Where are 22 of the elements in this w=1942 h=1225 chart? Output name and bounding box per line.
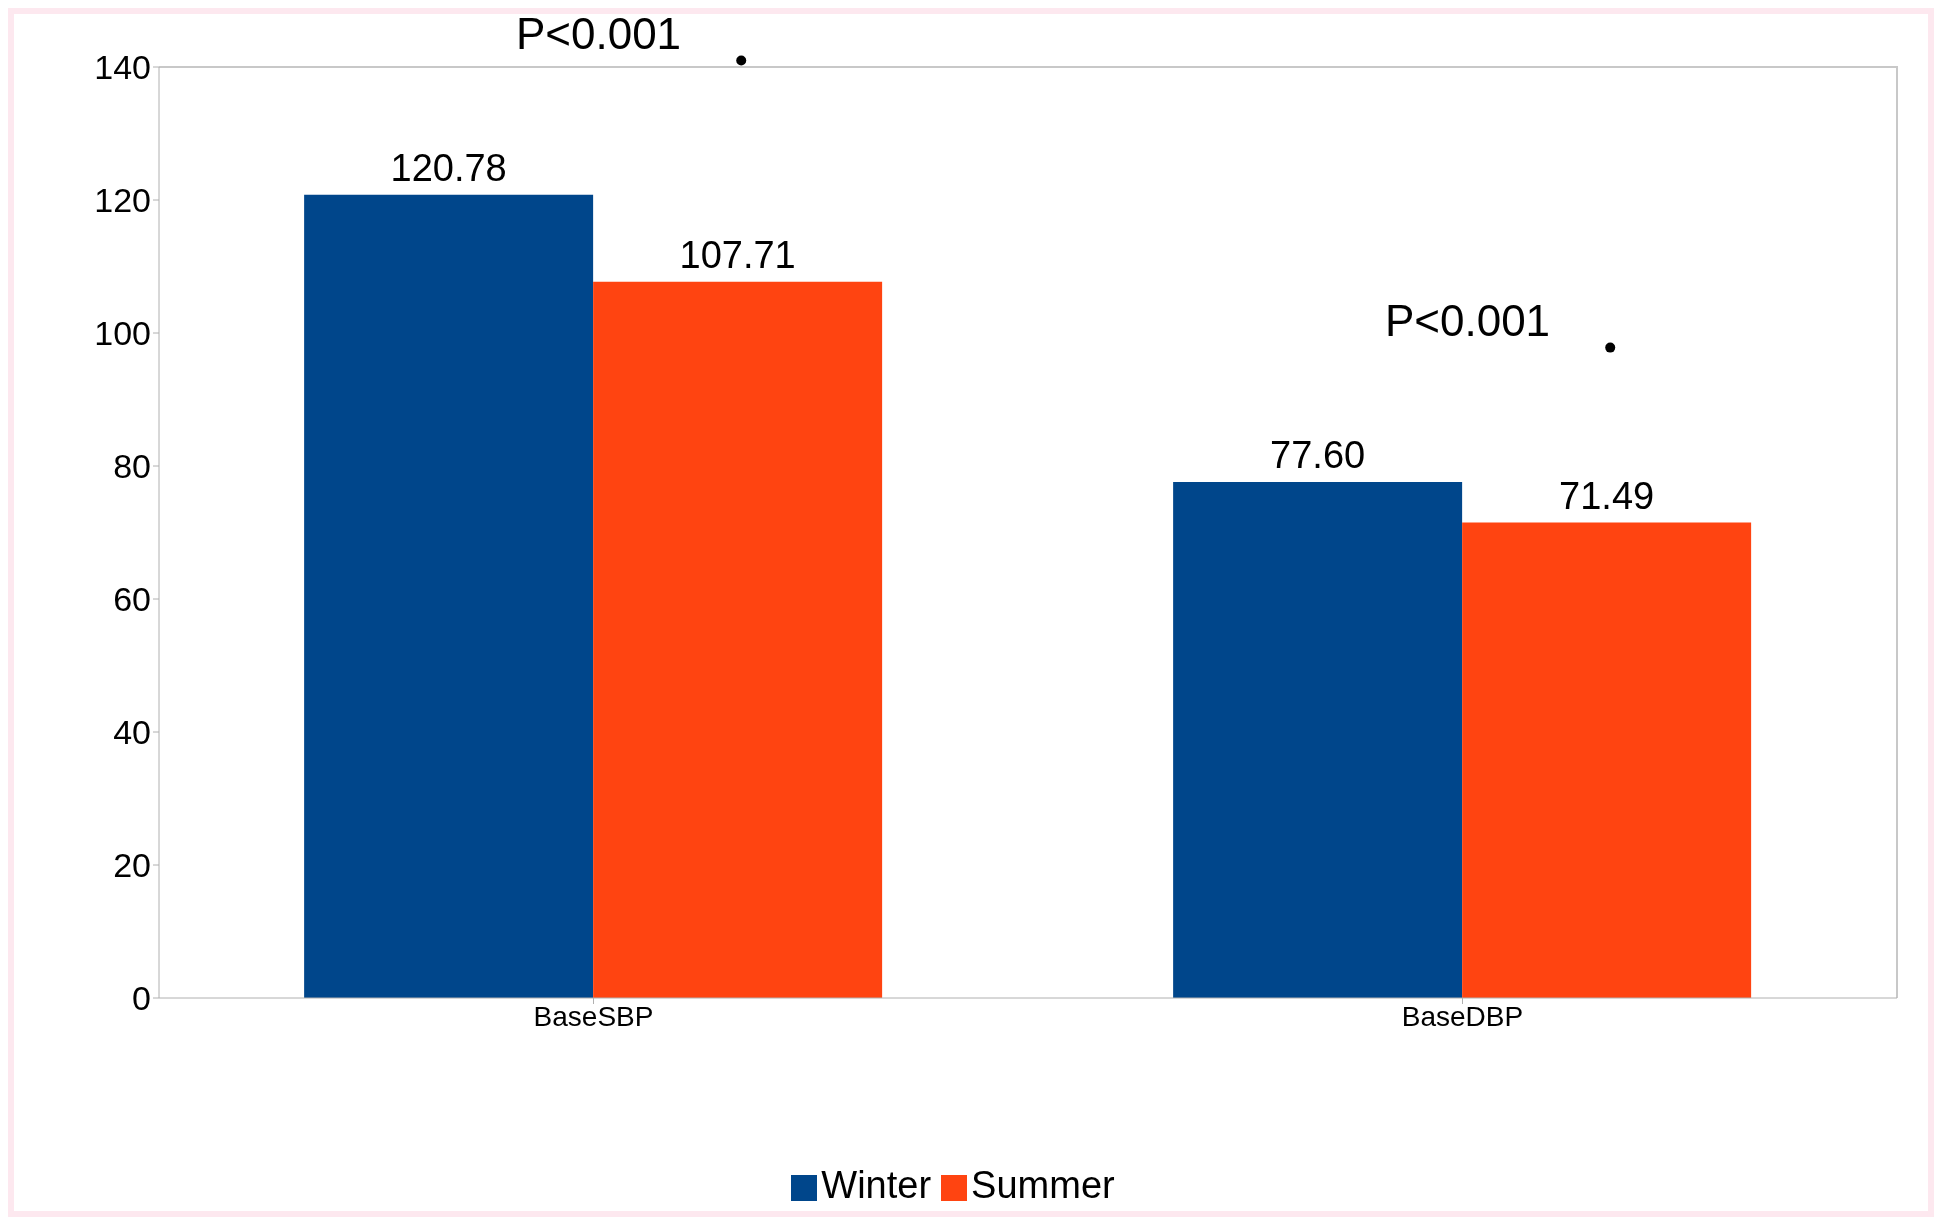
- y-tick-label: 40: [113, 713, 151, 752]
- text: 77.60: [1270, 433, 1366, 476]
- text: P<0.001: [515, 8, 682, 58]
- bar: [593, 281, 883, 998]
- y-tick-label: 80: [113, 447, 151, 486]
- x-tick-label: BaseSBP: [533, 1000, 654, 1032]
- legend-label: Summer: [971, 1164, 1115, 1206]
- text: 107.71: [679, 233, 796, 276]
- bar: [304, 194, 594, 998]
- x-tick-label: BaseDBP: [1401, 1000, 1524, 1032]
- legend-label: Winter: [821, 1164, 932, 1206]
- y-tick-label: 100: [94, 314, 151, 353]
- y-tick-label: 120: [94, 181, 151, 220]
- y-tick-label: 0: [132, 979, 151, 1018]
- y-tick-label: 140: [94, 48, 151, 87]
- bar: [1173, 481, 1463, 998]
- bar: [1462, 522, 1752, 998]
- y-tick-label: 60: [113, 580, 151, 619]
- text: 71.49: [1559, 474, 1655, 517]
- annotation: P<0.001: [1384, 295, 1551, 345]
- y-tick-label: 20: [113, 846, 151, 885]
- text: 120.78: [390, 146, 507, 189]
